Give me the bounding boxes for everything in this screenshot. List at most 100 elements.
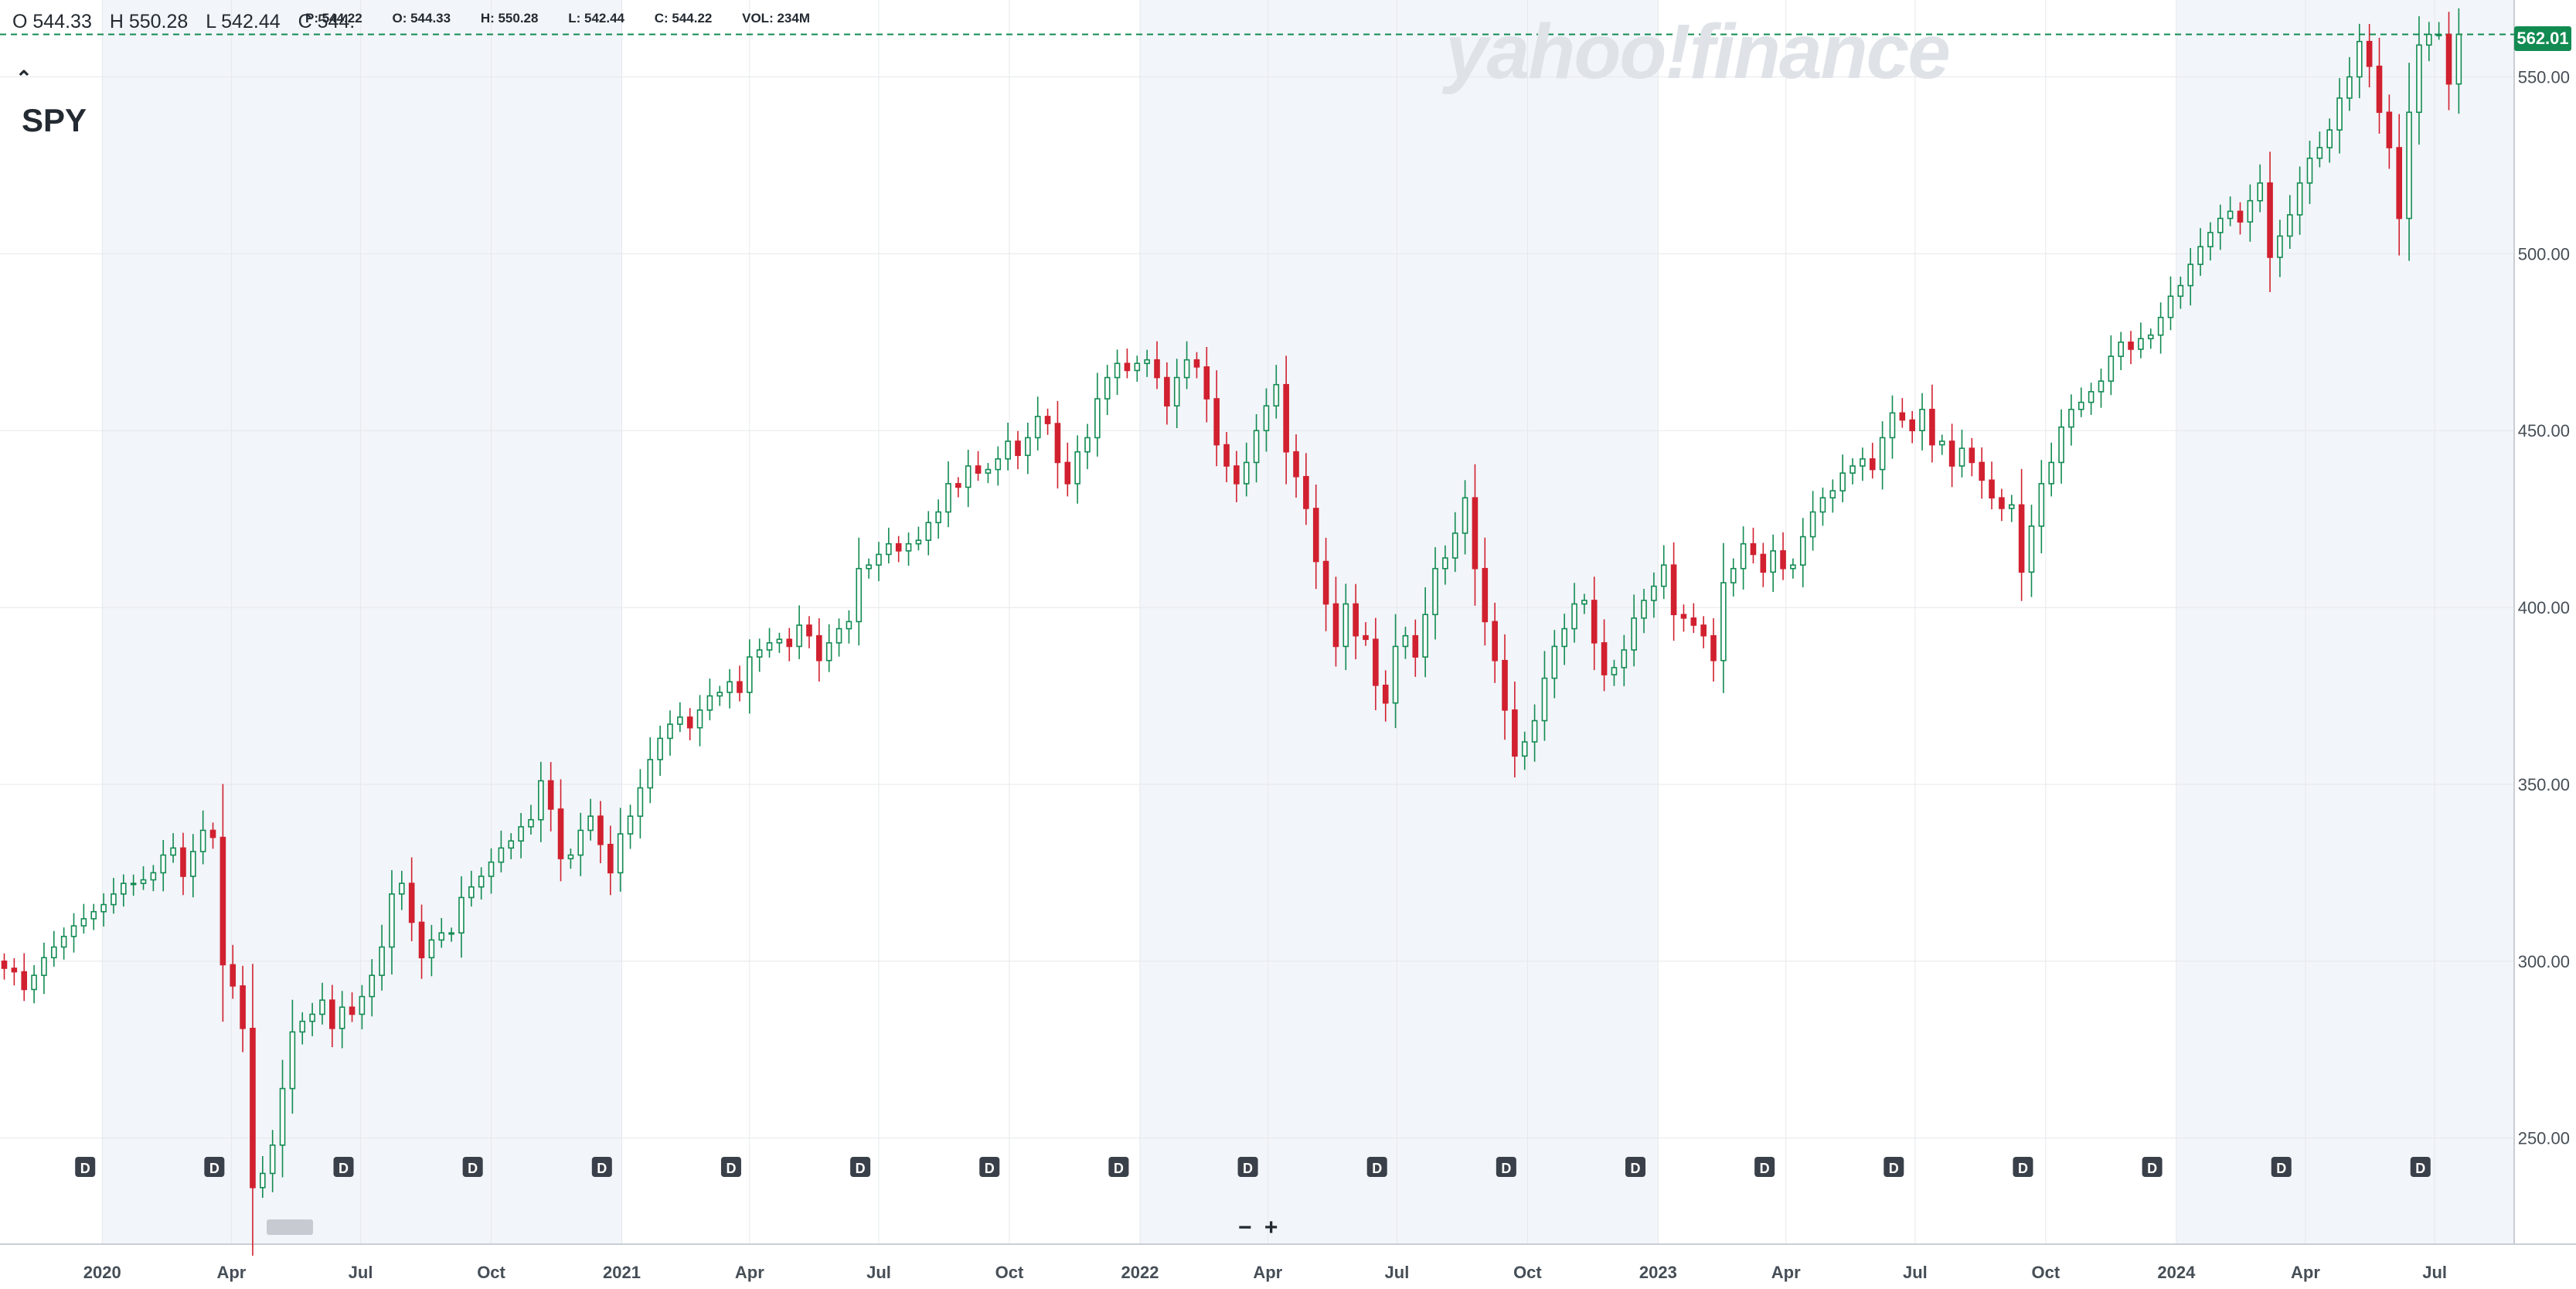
candle-down [1969,447,1975,464]
candle-up [1938,440,1945,446]
candle-up [1770,550,1776,573]
dividend-marker-label: D [1243,1161,1253,1176]
candle-up [2425,33,2432,46]
candle-up [41,957,47,976]
candle-down [1154,359,1160,379]
candle-up [2227,210,2234,219]
candle-up [1253,430,1260,464]
candle-down [1482,567,1489,623]
dividend-marker-label: D [1889,1161,1899,1176]
zoom-in-button[interactable]: + [1264,1215,1278,1240]
candle-up [2157,316,2164,336]
x-tick-label: Jul [1385,1263,1410,1282]
candle-down [329,999,335,1029]
candle-up [2286,214,2293,237]
candle-up [199,829,206,852]
candle-down [1601,642,1608,675]
dividend-marker-label: D [1631,1161,1641,1176]
candle-up [518,826,524,842]
candle-up [319,999,325,1015]
dividend-marker-label: D [2276,1161,2286,1176]
x-tick-label: 2024 [2157,1263,2196,1282]
chevron-up-icon[interactable]: ⌃ [15,66,32,90]
close-small: C: 544.22 [654,11,713,26]
candle-up [448,932,454,935]
shaded-year-band [2176,0,2514,1244]
candle-up [1173,376,1180,406]
candle-down [1412,634,1419,658]
candle-up [2316,147,2323,159]
candle-up [925,522,932,541]
candle-up [935,511,941,524]
candle-up [1432,567,1438,616]
chart-scroll-handle[interactable] [267,1219,313,1235]
candle-up [260,1172,266,1189]
candle-down [895,542,902,552]
current-price-badge: 562.01 [2514,26,2571,51]
candle-up [995,458,1002,471]
candle-down [1124,362,1131,372]
candle-up [2068,408,2074,428]
price-small: P: 544.22 [305,11,362,26]
candle-down [1899,412,1906,421]
candle-down [250,1027,256,1189]
candle-down [1591,600,1598,644]
candle-down [1869,458,1876,471]
candle-up [2077,401,2084,410]
candle-down [349,1006,356,1015]
candle-up [309,1013,315,1022]
candle-up [2416,44,2422,114]
candle-up [389,893,395,948]
candle-up [1094,398,1101,439]
candle-up [60,935,67,948]
dividend-marker-label: D [1372,1161,1382,1176]
candle-down [1502,659,1508,711]
y-tick-label: 550.00 [2518,68,2570,87]
dividend-marker [2271,1157,2292,1177]
candle-down [1322,560,1329,605]
ohlc-readout: O 544.33 H 550.28 L 542.44 C 544. [12,11,367,33]
candle-up [2108,355,2115,382]
candle-down [955,483,961,488]
candle-up [1889,412,1896,439]
candle-up [2435,33,2442,36]
dividend-marker-label: D [2415,1161,2425,1176]
dividend-marker-label: D [1501,1161,1511,1176]
candle-up [528,818,534,828]
candle-up [2217,217,2224,233]
candle-up [458,896,464,934]
x-tick-label: Jul [866,1263,891,1282]
candle-up [825,642,832,662]
candle-up [617,833,624,874]
candle-up [1134,362,1141,372]
candle-up [299,1020,306,1033]
candle-up [1581,600,1587,605]
candle-down [1332,603,1339,648]
candle-up [1730,567,1737,583]
candle-down [1223,444,1230,467]
shaded-year-band [102,0,622,1244]
candle-down [180,847,186,877]
candle-up [756,649,763,658]
zoom-out-button[interactable]: − [1238,1215,1252,1240]
candle-up [627,815,634,835]
candle-down [1680,614,1687,619]
y-tick-label: 450.00 [2518,421,2570,440]
dividend-marker-label: D [597,1161,607,1176]
ticker-symbol: SPY [22,102,87,138]
candle-up [856,567,863,623]
candle-up [1631,617,1637,651]
candle-up [438,932,445,941]
candle-down [1929,408,1935,446]
candle-up [130,883,137,886]
candle-up [399,883,405,895]
dividend-marker-label: D [468,1161,478,1176]
candle-up [1571,603,1577,630]
dividend-marker-label: D [339,1161,349,1176]
candle-up [1451,532,1458,559]
candle-down [1213,398,1220,446]
low-value: L 542.44 [206,11,281,32]
y-tick-label: 350.00 [2518,775,2570,794]
